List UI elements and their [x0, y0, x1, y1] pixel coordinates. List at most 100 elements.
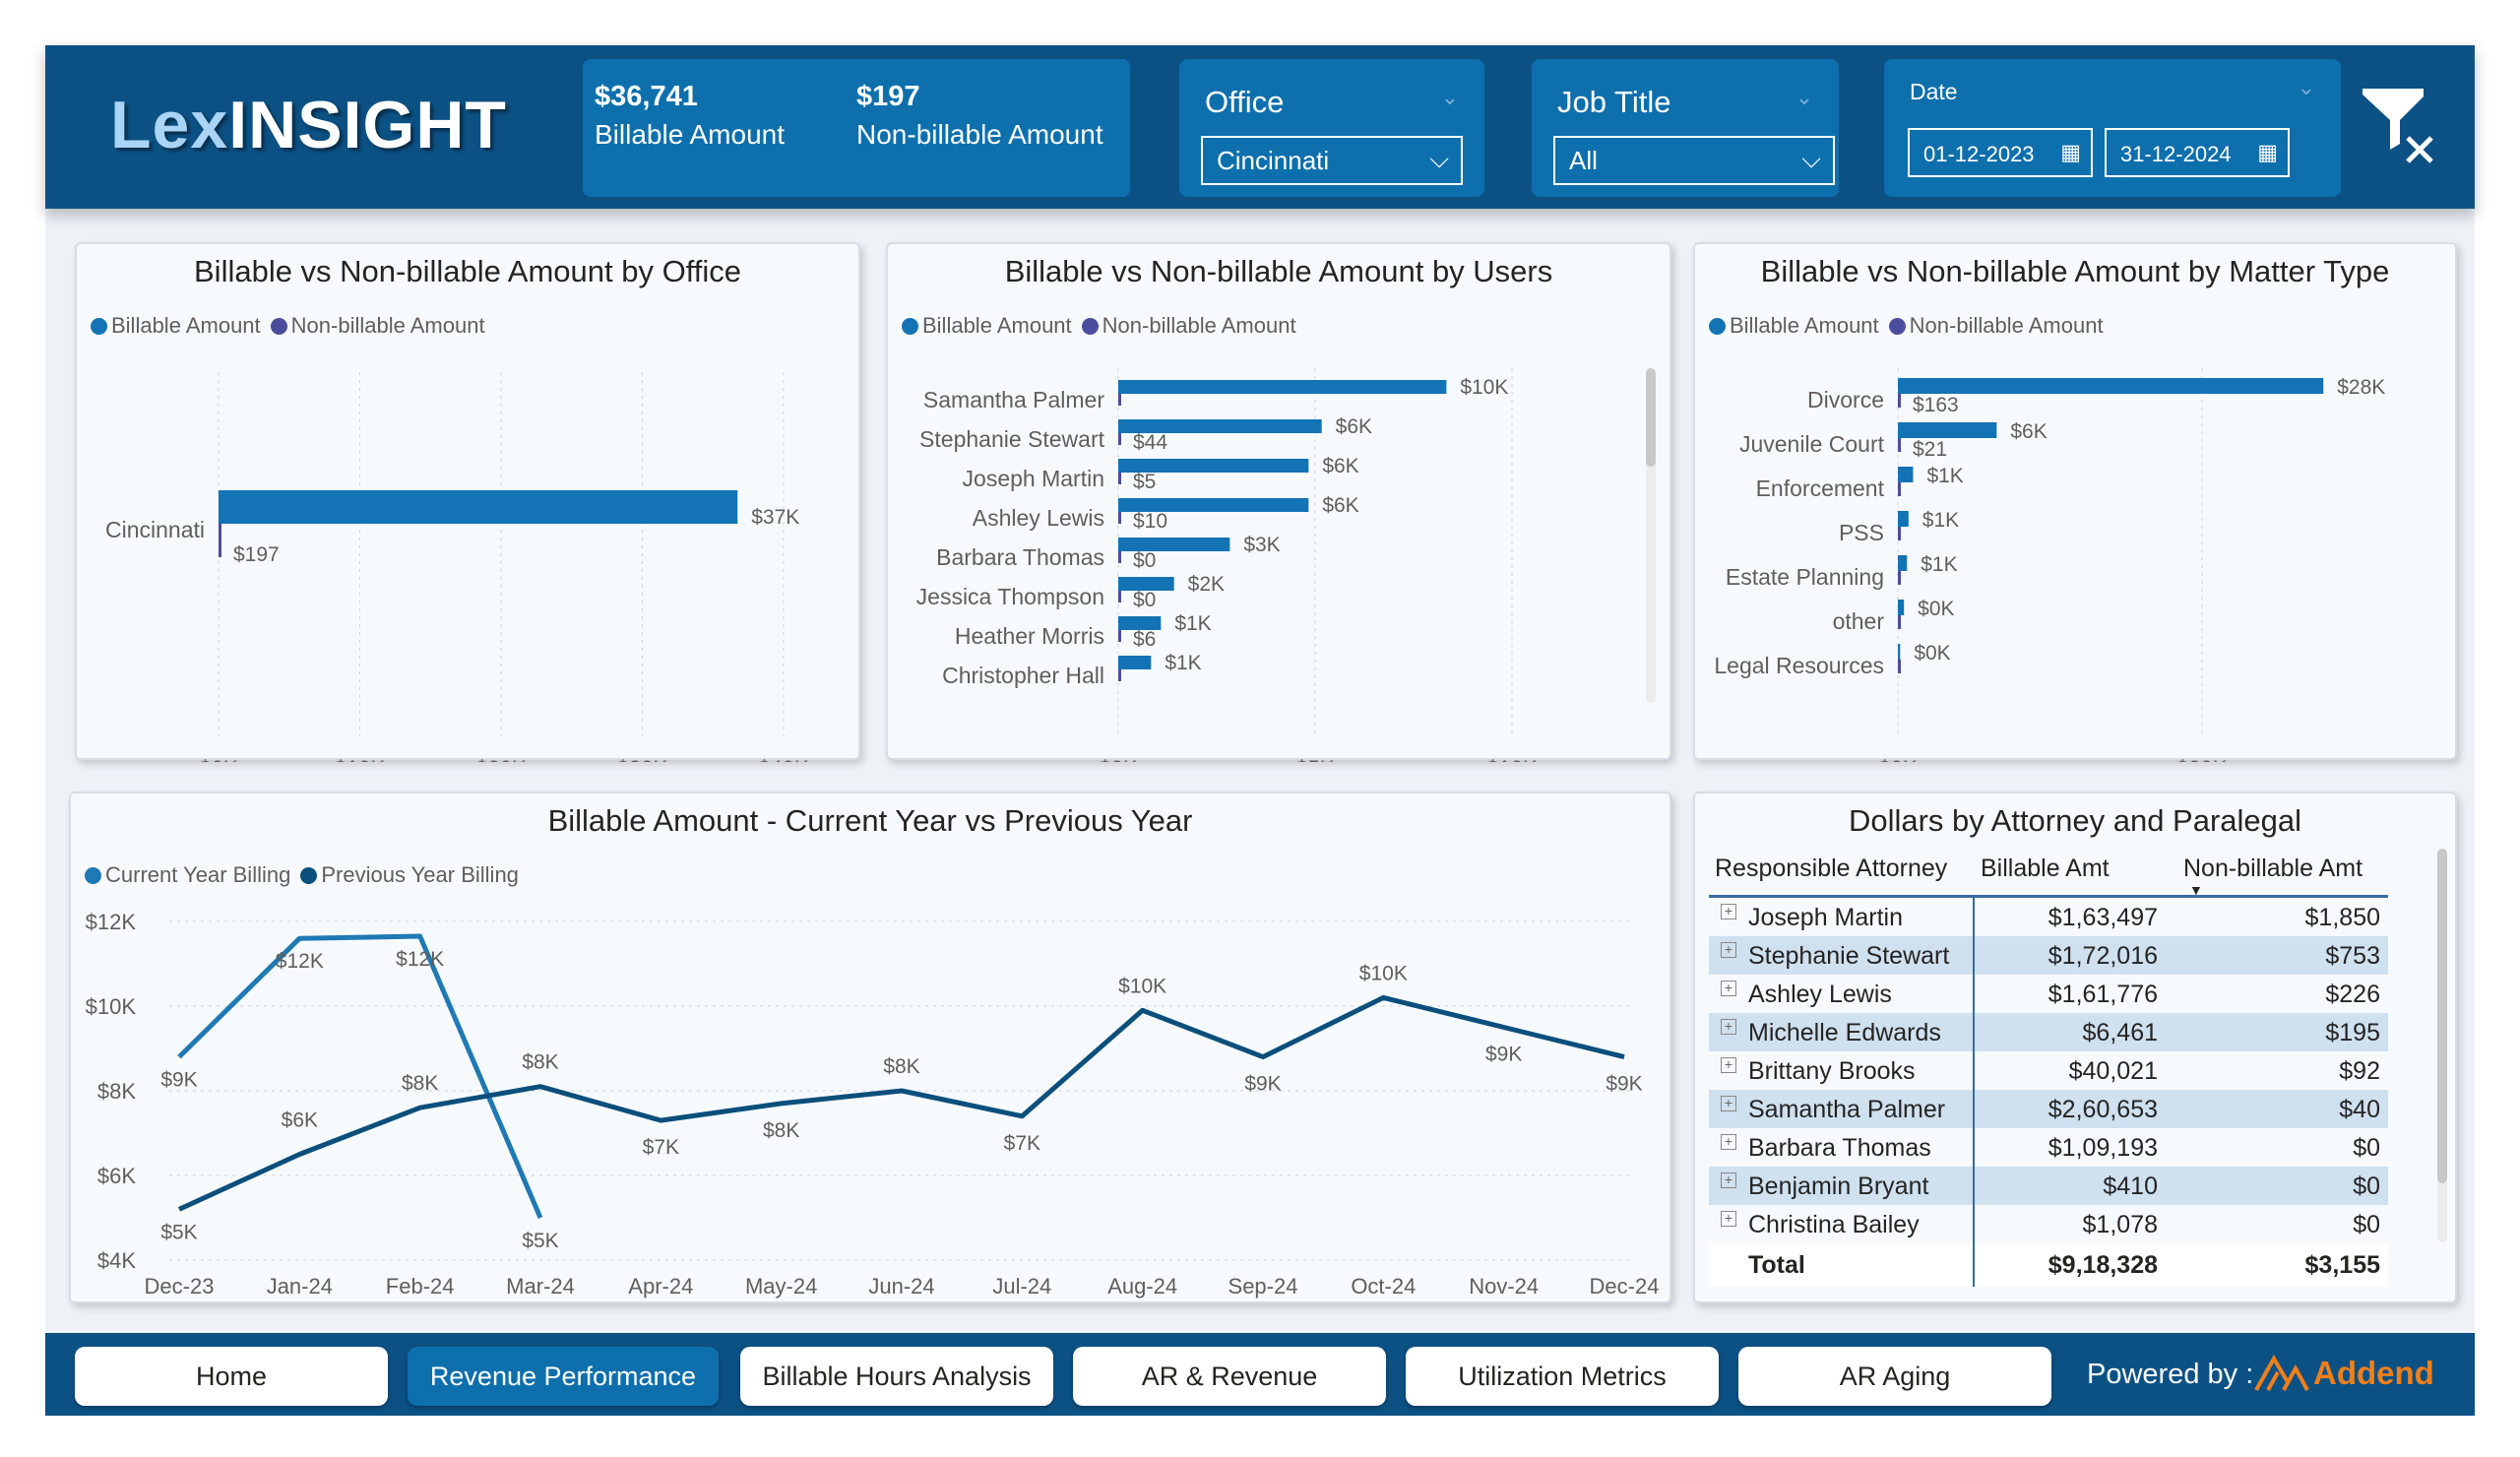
cell-attorney-name: Christina Bailey [1748, 1211, 1920, 1238]
current-year-data-label: $12K [396, 948, 444, 971]
users-chart-card: Billable vs Non-billable Amount by Users… [886, 242, 1671, 762]
bar-non-billable [1118, 669, 1121, 681]
logo-insight: INSIGHT [228, 88, 507, 162]
yoy-chart-legend: Current Year Billing Previous Year Billi… [85, 862, 519, 888]
data-label-billable: $1K [1165, 652, 1201, 674]
nav-home-button[interactable]: Home [75, 1347, 388, 1406]
table-row[interactable]: + Joseph Martin $1,63,497 $1,850 [1709, 898, 2388, 936]
legend-billable[interactable]: Billable Amount [91, 313, 261, 339]
attorney-table: Responsible Attorney Billable Amt Non-bi… [1709, 847, 2388, 1287]
table-scrollbar[interactable] [2437, 849, 2447, 1183]
y-tick-label: $10K [86, 994, 137, 1019]
x-tick-label: $5K [1295, 756, 1334, 762]
cell-non-billable-amt: $226 [2325, 981, 2380, 1008]
kpi-billable: $36,741 Billable Amount [595, 81, 785, 151]
chevron-down-icon: ⌵ [1429, 144, 1449, 173]
table-row[interactable]: + Christina Bailey $1,078 $0 [1709, 1205, 2388, 1243]
kpi-billable-value: $36,741 [595, 81, 698, 112]
cell-non-billable-amt: $92 [2339, 1057, 2380, 1085]
col-responsible-attorney[interactable]: Responsible Attorney [1715, 855, 1948, 882]
expand-plus-icon[interactable]: + [1721, 904, 1736, 919]
yoy-chart-card: Billable Amount - Current Year vs Previo… [69, 792, 1671, 1303]
table-row[interactable]: + Michelle Edwards $6,461 $195 [1709, 1013, 2388, 1051]
data-label-non-billable: $5 [1133, 471, 1156, 493]
sort-desc-icon[interactable]: ▼ [2189, 882, 2203, 898]
expand-plus-icon[interactable]: + [1721, 1134, 1736, 1150]
expand-plus-icon[interactable]: + [1721, 1096, 1736, 1111]
bar-non-billable [1118, 512, 1121, 524]
nav-ar-revenue-button[interactable]: AR & Revenue [1073, 1347, 1386, 1406]
chevron-down-icon[interactable]: ⌄ [1795, 85, 1813, 109]
x-tick-label: Oct-24 [1351, 1274, 1416, 1299]
expand-plus-icon[interactable]: + [1721, 942, 1736, 958]
clear-filter-button[interactable] [2359, 81, 2437, 169]
legend-non-billable[interactable]: Non-billable Amount [1888, 313, 2104, 339]
bar-billable [1898, 511, 1909, 527]
category-label: Ashley Lewis [973, 505, 1104, 531]
cell-attorney-name: Joseph Martin [1748, 904, 1904, 931]
category-label: Christopher Hall [942, 663, 1104, 688]
x-tick-label: $20K [2176, 756, 2228, 762]
legend-billable[interactable]: Billable Amount [902, 313, 1072, 339]
cell-billable-amt: $1,078 [2082, 1211, 2158, 1238]
date-to-input[interactable]: 31-12-2024 ▦ [2105, 128, 2290, 177]
logo-lex: Lex [110, 88, 229, 162]
current-year-data-label: $5K [522, 1230, 558, 1252]
table-row[interactable]: + Samantha Palmer $2,60,653 $40 [1709, 1090, 2388, 1128]
cell-non-billable-amt: $1,850 [2304, 904, 2380, 931]
table-row[interactable]: + Barbara Thomas $1,09,193 $0 [1709, 1128, 2388, 1167]
table-row[interactable]: + Benjamin Bryant $410 $0 [1709, 1167, 2388, 1205]
data-label-billable: $6K [1322, 455, 1358, 477]
expand-plus-icon[interactable]: + [1721, 1019, 1736, 1035]
legend-previous-year[interactable]: Previous Year Billing [300, 862, 519, 888]
expand-plus-icon[interactable]: + [1721, 1057, 1736, 1073]
bar-non-billable [1898, 615, 1901, 629]
y-tick-label: $8K [97, 1079, 136, 1104]
legend-billable[interactable]: Billable Amount [1709, 313, 1879, 339]
legend-non-billable[interactable]: Non-billable Amount [1081, 313, 1296, 339]
data-label-non-billable: $0 [1133, 549, 1156, 572]
matter-chart-legend: Billable Amount Non-billable Amount [1709, 313, 2104, 339]
data-label-billable: $3K [1243, 534, 1280, 556]
x-tick-label: $0K [1099, 756, 1137, 762]
table-row[interactable]: + Brittany Brooks $40,021 $92 [1709, 1051, 2388, 1090]
table-body: + Joseph Martin $1,63,497 $1,850 + Stephanie … [1709, 898, 2388, 1243]
table-row[interactable]: + Stephanie Stewart $1,72,016 $753 [1709, 936, 2388, 975]
table-row[interactable]: + Ashley Lewis $1,61,776 $226 [1709, 975, 2388, 1013]
users-scrollbar[interactable] [1646, 368, 1656, 467]
data-label-billable: $2K [1188, 573, 1225, 596]
category-label: other [1833, 608, 1885, 634]
nav-utilization-metrics-button[interactable]: Utilization Metrics [1406, 1347, 1719, 1406]
data-label-billable: $1K [1922, 509, 1959, 532]
chevron-down-icon[interactable]: ⌄ [2297, 75, 2315, 99]
category-label: Joseph Martin [963, 466, 1104, 491]
bar-non-billable [1898, 482, 1901, 496]
legend-non-billable[interactable]: Non-billable Amount [270, 313, 485, 339]
data-label-billable: $1K [1174, 612, 1211, 635]
x-tick-label: Dec-24 [1590, 1274, 1660, 1299]
date-from-input[interactable]: 01-12-2023 ▦ [1908, 128, 2093, 177]
expand-plus-icon[interactable]: + [1721, 1172, 1736, 1188]
job-title-dropdown[interactable]: All ⌵ [1553, 136, 1835, 185]
bar-non-billable [1898, 394, 1901, 408]
expand-plus-icon[interactable]: + [1721, 1211, 1736, 1227]
col-non-billable-amt[interactable]: Non-billable Amt [2183, 855, 2363, 882]
users-scroll-track[interactable] [1646, 368, 1656, 703]
nav-ar-aging-button[interactable]: AR Aging [1738, 1347, 2051, 1406]
office-dropdown[interactable]: Cincinnati ⌵ [1201, 136, 1463, 185]
legend-current-year[interactable]: Current Year Billing [85, 862, 290, 888]
chevron-down-icon[interactable]: ⌄ [1440, 85, 1459, 109]
cell-attorney-name: Samantha Palmer [1748, 1096, 1946, 1123]
calendar-icon[interactable]: ▦ [2257, 140, 2278, 164]
calendar-icon[interactable]: ▦ [2060, 140, 2081, 164]
job-title-slicer-title: Job Title [1557, 85, 1671, 119]
x-tick-label: Apr-24 [628, 1274, 693, 1299]
data-label-non-billable: $163 [1913, 394, 1959, 416]
expand-plus-icon[interactable]: + [1721, 981, 1736, 996]
data-label-billable: $6K [1322, 494, 1358, 517]
nav-revenue-performance-button[interactable]: Revenue Performance [408, 1347, 719, 1406]
bar-billable [1118, 538, 1230, 551]
nav-billable-hours-button[interactable]: Billable Hours Analysis [740, 1347, 1053, 1406]
col-billable-amt[interactable]: Billable Amt [1981, 855, 2110, 882]
funnel-x-icon [2362, 89, 2433, 163]
